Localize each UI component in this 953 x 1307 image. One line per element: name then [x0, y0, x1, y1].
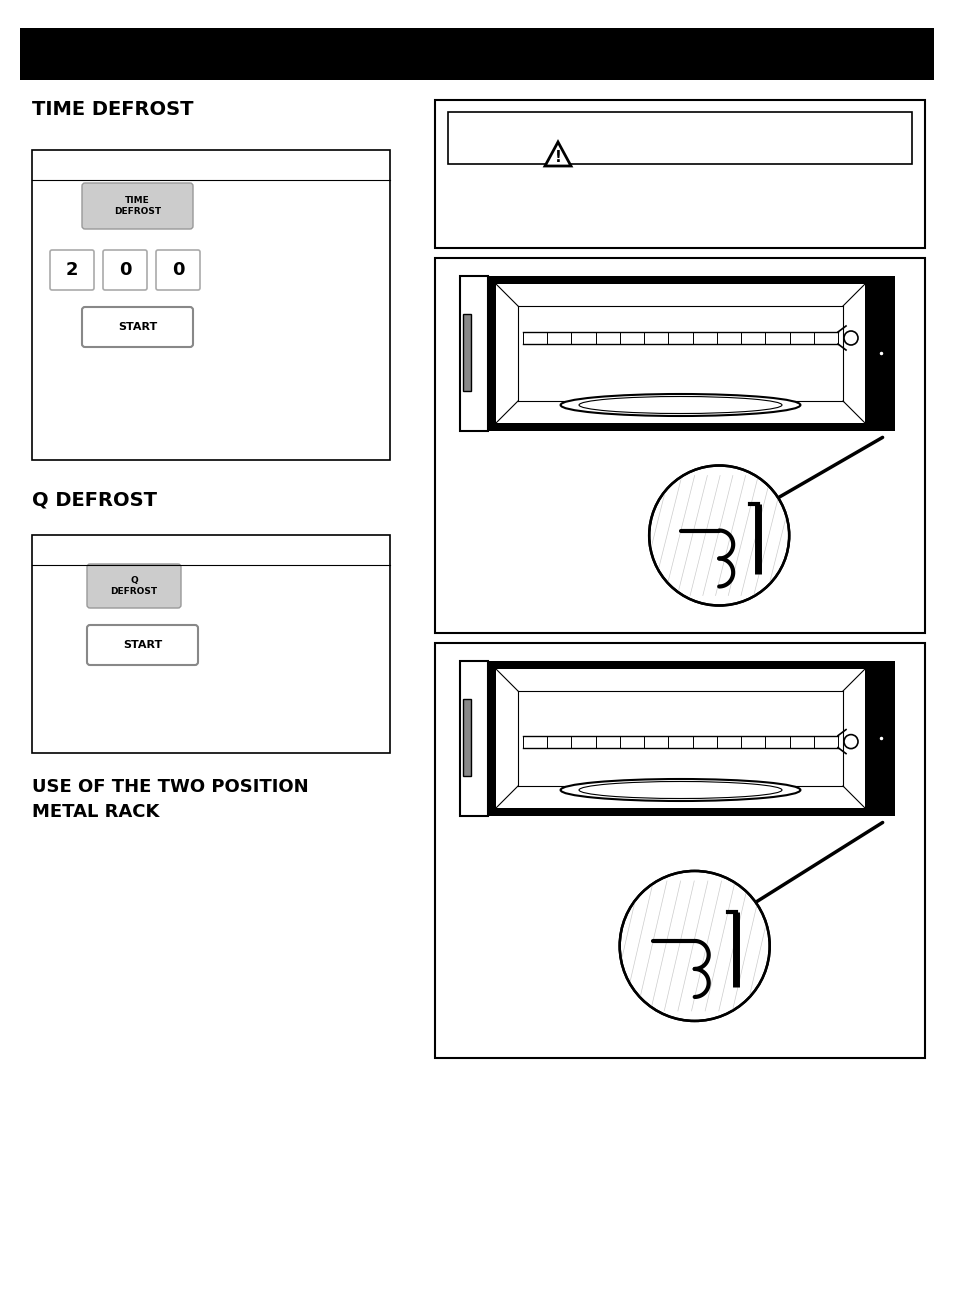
- Bar: [435, 257, 924, 633]
- Text: 2: 2: [66, 261, 78, 278]
- Bar: [459, 661, 894, 816]
- Bar: [496, 669, 864, 808]
- Bar: [459, 276, 488, 431]
- FancyBboxPatch shape: [50, 250, 94, 290]
- Text: 0: 0: [118, 261, 132, 278]
- Text: !: !: [554, 150, 561, 166]
- Bar: [496, 284, 864, 423]
- Text: Q DEFROST: Q DEFROST: [32, 490, 157, 508]
- Bar: [435, 643, 924, 1057]
- Bar: [435, 101, 924, 248]
- Bar: [448, 112, 911, 163]
- Bar: [20, 27, 933, 80]
- Ellipse shape: [560, 779, 800, 801]
- Polygon shape: [544, 142, 571, 166]
- Ellipse shape: [560, 393, 800, 416]
- Text: 0: 0: [172, 261, 184, 278]
- Bar: [459, 661, 488, 816]
- Text: Q
DEFROST: Q DEFROST: [111, 576, 157, 596]
- Circle shape: [619, 870, 769, 1021]
- FancyBboxPatch shape: [82, 183, 193, 229]
- Text: START: START: [123, 640, 162, 650]
- Text: TIME
DEFROST: TIME DEFROST: [113, 196, 161, 216]
- Text: USE OF THE TWO POSITION
METAL RACK: USE OF THE TWO POSITION METAL RACK: [32, 778, 309, 821]
- FancyBboxPatch shape: [103, 250, 147, 290]
- FancyBboxPatch shape: [156, 250, 200, 290]
- Ellipse shape: [843, 735, 857, 749]
- Text: TIME DEFROST: TIME DEFROST: [32, 101, 193, 119]
- Bar: [459, 276, 894, 431]
- Bar: [32, 535, 390, 753]
- FancyBboxPatch shape: [87, 625, 198, 665]
- Bar: [462, 314, 471, 391]
- Circle shape: [649, 465, 788, 605]
- Text: START: START: [118, 322, 157, 332]
- FancyBboxPatch shape: [87, 565, 181, 608]
- Bar: [462, 699, 471, 776]
- Bar: [32, 150, 390, 460]
- FancyBboxPatch shape: [82, 307, 193, 346]
- Ellipse shape: [578, 782, 781, 799]
- Ellipse shape: [578, 396, 781, 413]
- Ellipse shape: [843, 331, 857, 345]
